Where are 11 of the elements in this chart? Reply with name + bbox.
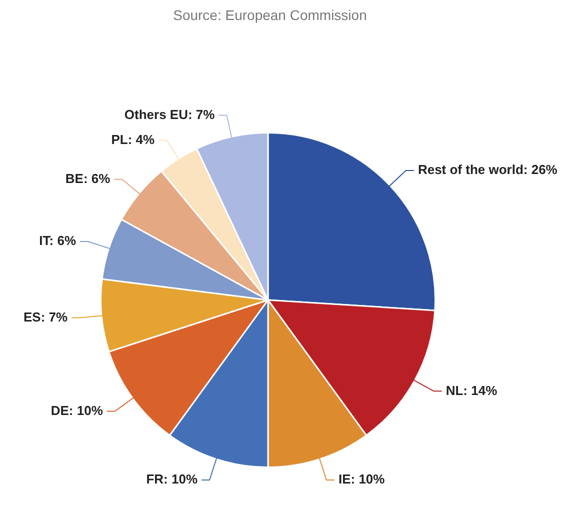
slice-label: Others EU: 7% bbox=[124, 106, 216, 122]
slice-label: DE: 10% bbox=[50, 402, 104, 418]
slice-label: Rest of the world: 26% bbox=[418, 162, 558, 178]
slice-label: PL: 4% bbox=[111, 132, 156, 147]
source-note: Source: European Commission bbox=[172, 6, 368, 24]
slice-label: ES: 7% bbox=[24, 309, 68, 324]
slice-label: BE: 6% bbox=[65, 170, 111, 186]
slice-label: IE: 10% bbox=[338, 472, 386, 487]
slice-label: NL: 14% bbox=[446, 382, 498, 398]
slice-label: FR: 10% bbox=[146, 472, 198, 487]
slice-label: IT: 6% bbox=[39, 233, 76, 248]
